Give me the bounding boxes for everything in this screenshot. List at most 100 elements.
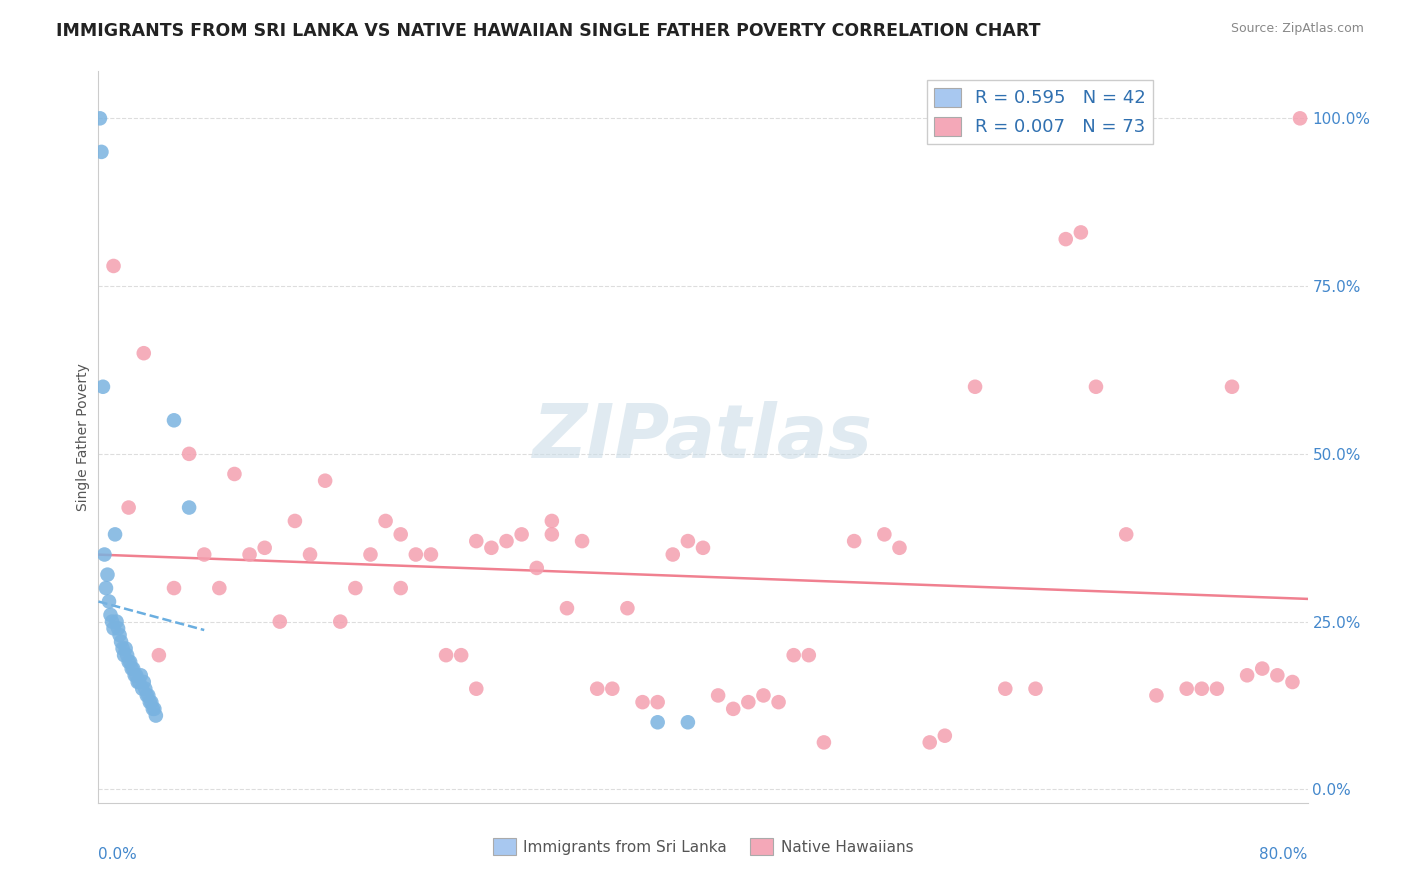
Text: 80.0%: 80.0% xyxy=(1260,847,1308,862)
Point xyxy=(163,581,186,595)
Point xyxy=(389,581,412,595)
Point xyxy=(389,527,412,541)
Point xyxy=(118,500,141,515)
Point xyxy=(676,715,699,730)
Point xyxy=(813,735,835,749)
Point xyxy=(179,500,201,515)
Point xyxy=(131,681,153,696)
Point xyxy=(676,534,699,549)
Point xyxy=(139,695,162,709)
Point xyxy=(647,695,669,709)
Point xyxy=(889,541,911,555)
Point xyxy=(1220,380,1243,394)
Point xyxy=(586,681,609,696)
Point xyxy=(104,527,127,541)
Point xyxy=(1024,681,1046,696)
Text: IMMIGRANTS FROM SRI LANKA VS NATIVE HAWAIIAN SINGLE FATHER POVERTY CORRELATION C: IMMIGRANTS FROM SRI LANKA VS NATIVE HAWA… xyxy=(56,22,1040,40)
Point xyxy=(101,615,124,629)
Point xyxy=(465,681,488,696)
Point xyxy=(1085,380,1108,394)
Point xyxy=(723,702,745,716)
Point xyxy=(616,601,638,615)
Point xyxy=(239,548,262,562)
Point xyxy=(1289,112,1312,126)
Point xyxy=(647,715,669,730)
Point xyxy=(1251,662,1274,676)
Point xyxy=(108,628,131,642)
Point xyxy=(299,548,322,562)
Point xyxy=(934,729,956,743)
Point xyxy=(844,534,866,549)
Point xyxy=(129,668,152,682)
Point xyxy=(918,735,941,749)
Point xyxy=(121,662,143,676)
Point xyxy=(1175,681,1198,696)
Point xyxy=(105,615,128,629)
Point xyxy=(127,675,149,690)
Point xyxy=(1070,226,1092,240)
Text: 0.0%: 0.0% xyxy=(98,847,138,862)
Point xyxy=(115,648,138,662)
Point xyxy=(994,681,1017,696)
Point xyxy=(344,581,367,595)
Point xyxy=(148,648,170,662)
Point xyxy=(112,648,135,662)
Point xyxy=(224,467,246,481)
Point xyxy=(692,541,714,555)
Point xyxy=(510,527,533,541)
Point xyxy=(1267,668,1289,682)
Point xyxy=(526,561,548,575)
Point xyxy=(89,112,111,126)
Point xyxy=(873,527,896,541)
Point xyxy=(540,514,562,528)
Point xyxy=(329,615,352,629)
Point xyxy=(1206,681,1229,696)
Point xyxy=(1191,681,1213,696)
Point xyxy=(1281,675,1303,690)
Point xyxy=(193,548,215,562)
Point xyxy=(132,675,155,690)
Point xyxy=(434,648,457,662)
Point xyxy=(420,548,443,562)
Point xyxy=(631,695,654,709)
Point xyxy=(1236,668,1258,682)
Point xyxy=(707,689,730,703)
Point xyxy=(142,702,165,716)
Point xyxy=(110,634,132,648)
Point xyxy=(103,259,125,273)
Point xyxy=(540,527,562,541)
Text: ZIPatlas: ZIPatlas xyxy=(533,401,873,474)
Point xyxy=(797,648,820,662)
Point xyxy=(93,548,115,562)
Point xyxy=(111,641,134,656)
Point xyxy=(103,621,125,635)
Point xyxy=(163,413,186,427)
Point xyxy=(120,655,142,669)
Point xyxy=(114,641,136,656)
Point xyxy=(134,681,156,696)
Y-axis label: Single Father Poverty: Single Father Poverty xyxy=(76,363,90,511)
Point xyxy=(571,534,593,549)
Point xyxy=(208,581,231,595)
Point xyxy=(495,534,517,549)
Point xyxy=(143,702,166,716)
Point xyxy=(107,621,129,635)
Point xyxy=(965,380,987,394)
Point xyxy=(122,662,145,676)
Point xyxy=(783,648,806,662)
Point xyxy=(179,447,201,461)
Point xyxy=(1115,527,1137,541)
Point xyxy=(602,681,624,696)
Point xyxy=(1144,689,1167,703)
Point xyxy=(90,145,112,159)
Point xyxy=(768,695,790,709)
Point xyxy=(555,601,578,615)
Point xyxy=(136,689,159,703)
Point xyxy=(132,346,155,360)
Point xyxy=(141,695,163,709)
Point xyxy=(481,541,503,555)
Point xyxy=(135,689,157,703)
Point xyxy=(91,380,114,394)
Point xyxy=(314,474,336,488)
Legend: Immigrants from Sri Lanka, Native Hawaiians: Immigrants from Sri Lanka, Native Hawaii… xyxy=(486,832,920,861)
